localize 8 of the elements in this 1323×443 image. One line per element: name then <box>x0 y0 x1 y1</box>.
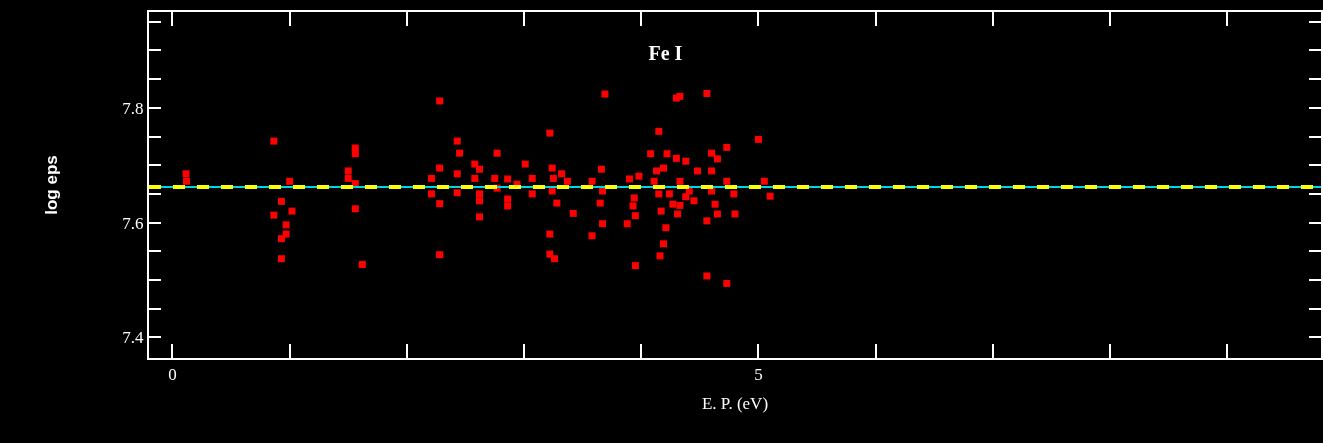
y-tick-label: 7.6 <box>122 213 144 233</box>
text: Fe I <box>648 42 683 65</box>
x-tick-label: 5 <box>754 365 763 385</box>
y-tick-label: 7.8 <box>122 98 144 118</box>
y-tick-label: 7.4 <box>122 328 145 348</box>
y-axis-title: log eps <box>42 155 62 215</box>
x-tick-label: 0 <box>168 365 177 385</box>
x-axis-title: E. P. (eV) <box>701 394 769 414</box>
